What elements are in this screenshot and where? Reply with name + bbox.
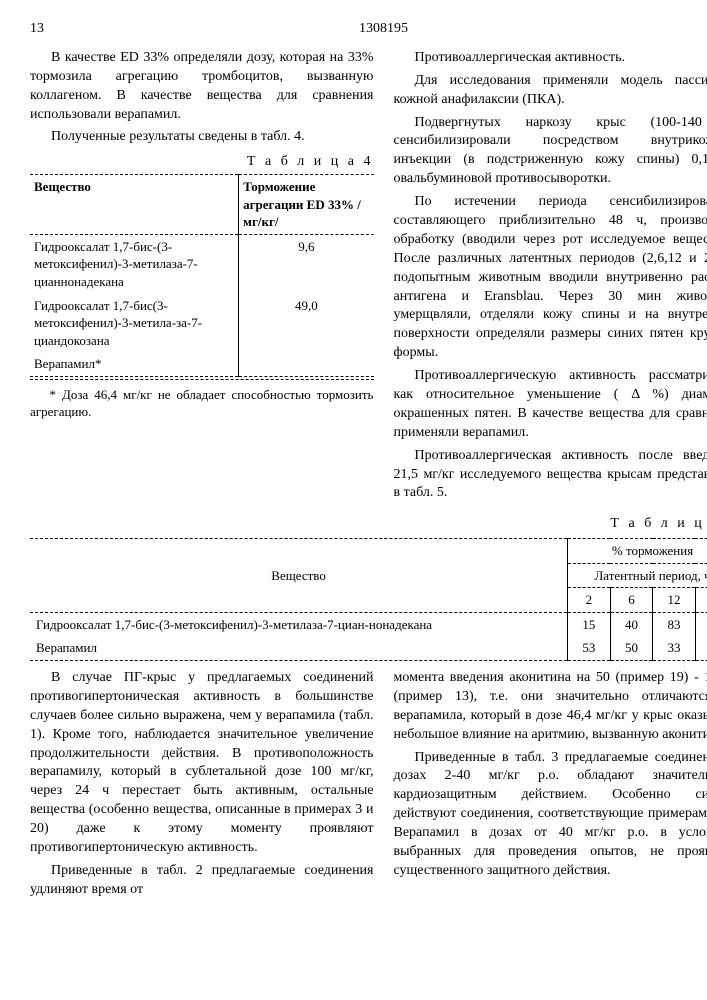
page-num-left: 13 [30,20,44,39]
lower-columns: В случае ПГ-крыс у предлагаемых соединен… [30,669,707,904]
table5-title: Т а б л и ц а 5 [30,515,707,534]
cell: Верапамил [30,636,568,660]
para: Противоаллергическую активность рассматр… [394,367,707,443]
page-header: 13 1308195 14 [30,20,707,39]
table-row: Верапамил* [30,352,374,376]
para: Полученные результаты сведены в табл. 4. [30,128,374,147]
table-row: Гидрооксалат 1,7-бис-(3-метоксифенил)-3-… [30,234,374,293]
t5-period: 12 [653,588,696,613]
cell: 83 [653,612,696,636]
t5-period: 6 [610,588,653,613]
t5-head-period: Латентный период, ч [568,563,707,588]
t5-period: 24 [695,588,707,613]
para: В случае ПГ-крыс у предлагаемых соединен… [30,669,374,858]
para: момента введения аконитина на 50 (пример… [394,669,707,745]
t5-head-pct: % торможения [568,539,707,564]
para: Для исследования применяли модель пассив… [394,72,707,110]
cell: Гидрооксалат 1,7-бис-(3-метоксифенил)-3-… [30,612,568,636]
cell: Гидрооксалат 1,7-бис-(3-метоксифенил)-3-… [30,234,239,293]
cell: 68 [695,612,707,636]
cell: 31 [695,636,707,660]
cell: 40 [610,612,653,636]
left-column-lower: В случае ПГ-крыс у предлагаемых соединен… [30,669,374,904]
left-column: В качестве ED 33% определяли дозу, котор… [30,49,374,507]
table4: Вещество Торможение агрегации ED 33% /мг… [30,174,374,376]
doc-number: 1308195 [359,20,408,39]
para: Подвергнутых наркозу крыс (100-140 г) се… [394,114,707,190]
t5-head-substance: Вещество [30,539,568,613]
cell [239,352,374,376]
para: Приведенные в табл. 3 предлагаемые соеди… [394,749,707,881]
cell: Верапамил* [30,352,239,376]
table4-head-substance: Вещество [30,175,239,235]
cell: Гидрооксалат 1,7-бис(3-метоксифенил)-3-м… [30,294,239,353]
para: В качестве ED 33% определяли дозу, котор… [30,49,374,125]
table5: Вещество % торможения Латентный период, … [30,538,707,661]
upper-columns: В качестве ED 33% определяли дозу, котор… [30,49,707,507]
cell: 33 [653,636,696,660]
table-row: Верапамил 53 50 33 31 [30,636,707,660]
cell: 50 [610,636,653,660]
para: Приведенные в табл. 2 предлагаемые соеди… [30,862,374,900]
table-row: Гидрооксалат 1,7-бис(3-метоксифенил)-3-м… [30,294,374,353]
table4-title: Т а б л и ц а 4 [30,153,374,172]
right-column: Противоаллергическая активность. Для исс… [394,49,707,507]
cell: 9,6 [239,234,374,293]
para: Противоаллергическая активность. [394,49,707,68]
para: По истечении периода сенсибилизирования,… [394,193,707,363]
cell: 15 [568,612,611,636]
table5-wrap: Т а б л и ц а 5 Вещество % торможения Ла… [30,515,707,661]
t5-period: 2 [568,588,611,613]
table-row: Гидрооксалат 1,7-бис-(3-метоксифенил)-3-… [30,612,707,636]
right-column-lower: момента введения аконитина на 50 (пример… [394,669,707,904]
table4-footnote: * Доза 46,4 мг/кг не обладает способност… [30,386,374,421]
cell: 49,0 [239,294,374,353]
para: Противоаллергическая активность после вв… [394,447,707,504]
table4-head-value: Торможение агрегации ED 33% /мг/кг/ [239,175,374,235]
cell: 53 [568,636,611,660]
